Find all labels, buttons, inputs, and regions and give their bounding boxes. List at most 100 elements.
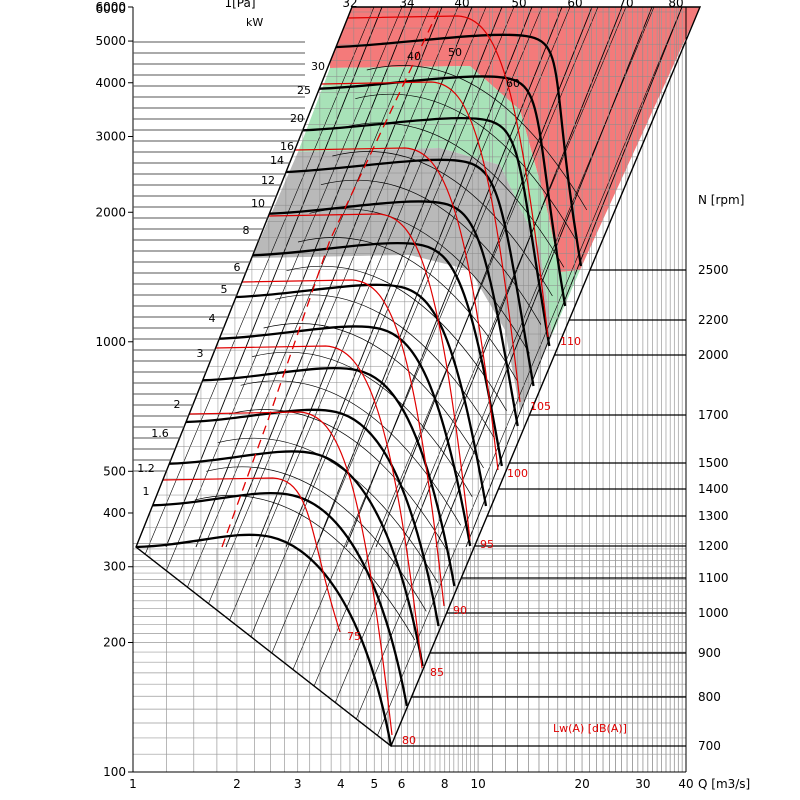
efficiency-curve [343,122,565,268]
efficiency-curve [309,208,530,354]
x-tick-label: 20 [574,777,589,791]
noise-line-label: 90 [453,604,467,617]
top-edge-label: 80 [668,0,683,10]
rpm-tick-label: 1700 [698,408,729,422]
rpm-axis-title: N [rpm] [698,193,744,207]
y-tick-label: 3000 [95,130,126,144]
noise-curve [321,81,521,403]
power-line-label: 5 [221,283,228,296]
noise-labels: 75 80 85 90 95 100 105 110 [347,335,581,747]
noise-line-label: 110 [560,335,581,348]
x-tick-label: 10 [471,777,486,791]
rpm-tick-label: 900 [698,646,721,660]
x-tick-label: 5 [370,777,378,791]
y-axis-labels: 100 200 300 400 500 1000 2000 3000 4000 5000 6000 [95,0,133,779]
fan-curve [269,200,519,427]
power-line-label: 60 [506,77,520,90]
efficiency-curve [229,409,450,555]
x-tick-label: 4 [337,777,345,791]
noise-line-label: 105 [530,400,551,413]
speed-grid-line [232,7,543,746]
x-tick-label: 2 [233,777,241,791]
y-tick-label: 300 [103,560,126,574]
x-tick-label: 40 [678,777,693,791]
noise-line-label: 95 [480,538,494,551]
chart-area-outline [135,6,702,748]
efficiency-curve [263,323,484,469]
power-line-label: 6 [234,261,241,274]
y-tick-label: 400 [103,506,126,520]
rpm-tick-label: 1300 [698,509,729,523]
fan-curve [235,283,488,507]
speed-grid-line [344,7,655,746]
fan-curve [219,325,472,547]
y-tick-label: 2000 [95,205,126,219]
noise-curve [347,15,549,338]
rpm-tick-label: 2200 [698,313,729,327]
y-tick-label: 500 [103,464,126,478]
efficiency-curve [252,351,473,497]
rpm-tick-label: 1100 [698,571,729,585]
top-edge-label: 34 [399,0,414,10]
top-edge-label: 70 [618,0,633,10]
power-line-label: 2 [174,398,181,411]
noise-curve [268,213,471,541]
power-line-label: 50 [448,46,462,59]
rpm-tick-label: 1400 [698,482,729,496]
power-line-label: 1.6 [151,427,169,440]
rpm-tick-label: 1200 [698,539,729,553]
slant-grid-line [225,7,443,548]
slant-grid-line [375,7,593,548]
fan-curve [252,241,503,467]
fan-curve [302,116,551,347]
power-line-label: 14 [270,154,284,167]
x-tick-label: 30 [635,777,650,791]
slant-grid-line [315,7,533,548]
x-tick-label: 1 [129,777,137,791]
noise-line-label: 85 [430,666,444,679]
power-line-label: 40 [407,50,421,63]
x-axis-title: Q [m3/s] [698,777,750,791]
rpm-tick-label: 2500 [698,263,729,277]
power-line-label: 16 [280,140,294,153]
noise-line-label: 80 [402,734,416,747]
fan-curve [152,492,408,707]
x-axis-labels: 1 2 3 4 5 6 8 10 20 30 40 [129,777,693,791]
efficiency-curve [286,265,507,411]
x-tick-label: 3 [294,777,302,791]
noise-line-label: 100 [507,467,528,480]
noise-curve [162,477,341,633]
zone-gray [252,148,552,410]
fan-curve [202,367,456,587]
x-tick-label: 6 [398,777,406,791]
power-line-label: 1.2 [137,462,155,475]
noise-curve [189,411,393,736]
speed-grid-line [372,7,683,746]
top-edge-label: 6000 [95,2,126,16]
zone-green [298,66,580,335]
power-line-label: 12 [261,174,275,187]
fan-curve [285,158,535,387]
y-tick-label: 1000 [95,335,126,349]
rpm-tick-label: 2000 [698,348,729,362]
y-tick-label: 4000 [95,76,126,90]
y-tick-label: 5000 [95,34,126,48]
power-line-label: 1 [143,485,150,498]
power-line-label: 3 [197,347,204,360]
power-line-label: 25 [297,84,311,97]
rpm-axis-labels: 700 800 900 1000 1100 1200 1300 1400 1500 1700 200… [391,263,729,753]
noise-curve [294,147,499,471]
power-leaders [133,41,305,472]
slant-grid-line [165,7,383,548]
efficiency-curve [206,466,427,612]
power-unit-label: kW [246,16,263,29]
rpm-tick-label: 1000 [698,606,729,620]
fan-curve [136,533,393,746]
noise-line-label: 75 [347,630,361,643]
power-line-label: 4 [209,312,216,325]
rpm-tick-label: 1500 [698,456,729,470]
speed-grid-line [288,7,599,746]
y-tick-label: 200 [103,635,126,649]
